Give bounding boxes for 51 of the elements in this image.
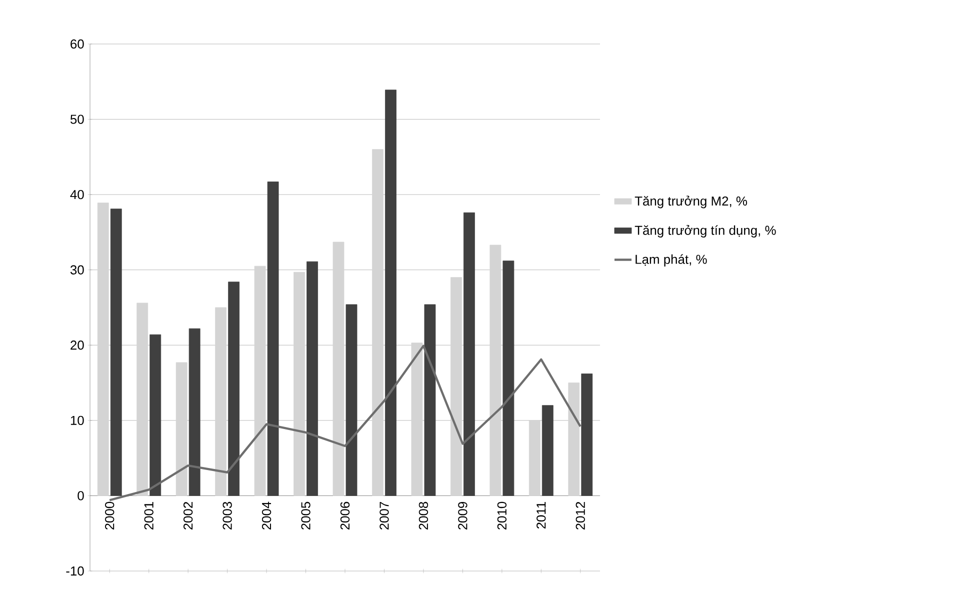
bar <box>110 208 122 496</box>
bar <box>254 266 266 496</box>
y-tick-label: 40 <box>70 190 84 200</box>
bar <box>385 90 396 496</box>
line-series <box>108 344 582 502</box>
x-tick-label: 2011 <box>536 502 546 529</box>
y-tick-label: 50 <box>70 114 84 124</box>
x-tick-label: 2006 <box>340 502 350 530</box>
y-tick-label: 0 <box>78 491 84 500</box>
y-tick-label: 10 <box>70 416 84 426</box>
bar <box>267 182 279 496</box>
bar <box>188 328 200 496</box>
bar <box>542 405 554 496</box>
legend-label: Tăng trưởng M2, % <box>634 196 748 208</box>
y-tick-label: 60 <box>70 39 84 49</box>
x-tick-label: 2007 <box>380 502 389 530</box>
x-tick-label: 2003 <box>222 502 232 530</box>
x-tick-label: 2000 <box>105 502 114 530</box>
bar <box>294 272 305 496</box>
legend-label: Tăng trưởng tín dụng, % <box>634 225 776 238</box>
x-tick-label: 2010 <box>497 502 507 530</box>
x-tick-label: 2004 <box>262 502 272 530</box>
bar <box>490 244 502 496</box>
bar <box>372 149 384 496</box>
legend-label: Lạm phát, % <box>636 254 707 266</box>
bar <box>568 382 580 496</box>
bar <box>463 212 475 496</box>
bar <box>450 277 462 496</box>
x-tick-label: 2008 <box>418 502 428 530</box>
bar <box>346 304 358 496</box>
bar <box>424 304 436 496</box>
x-tick-label: 2002 <box>183 502 193 530</box>
bar <box>150 334 162 496</box>
bar <box>215 307 227 496</box>
bar <box>176 362 188 496</box>
bar <box>136 302 148 496</box>
bar <box>581 374 593 496</box>
y-tick-label: -10 <box>66 566 84 576</box>
bar <box>306 261 318 496</box>
bar <box>228 282 240 496</box>
y-tick-label: 30 <box>70 265 84 274</box>
x-tick-label: 2012 <box>576 502 585 530</box>
bar <box>97 202 109 496</box>
bar <box>502 260 514 496</box>
y-tick-label: 20 <box>70 340 84 350</box>
x-tick-label: 2005 <box>301 502 310 530</box>
bar <box>528 420 540 496</box>
x-tick-label: 2009 <box>458 502 468 530</box>
x-tick-label: 2001 <box>144 502 154 530</box>
bar <box>411 342 423 496</box>
bar <box>332 242 344 496</box>
